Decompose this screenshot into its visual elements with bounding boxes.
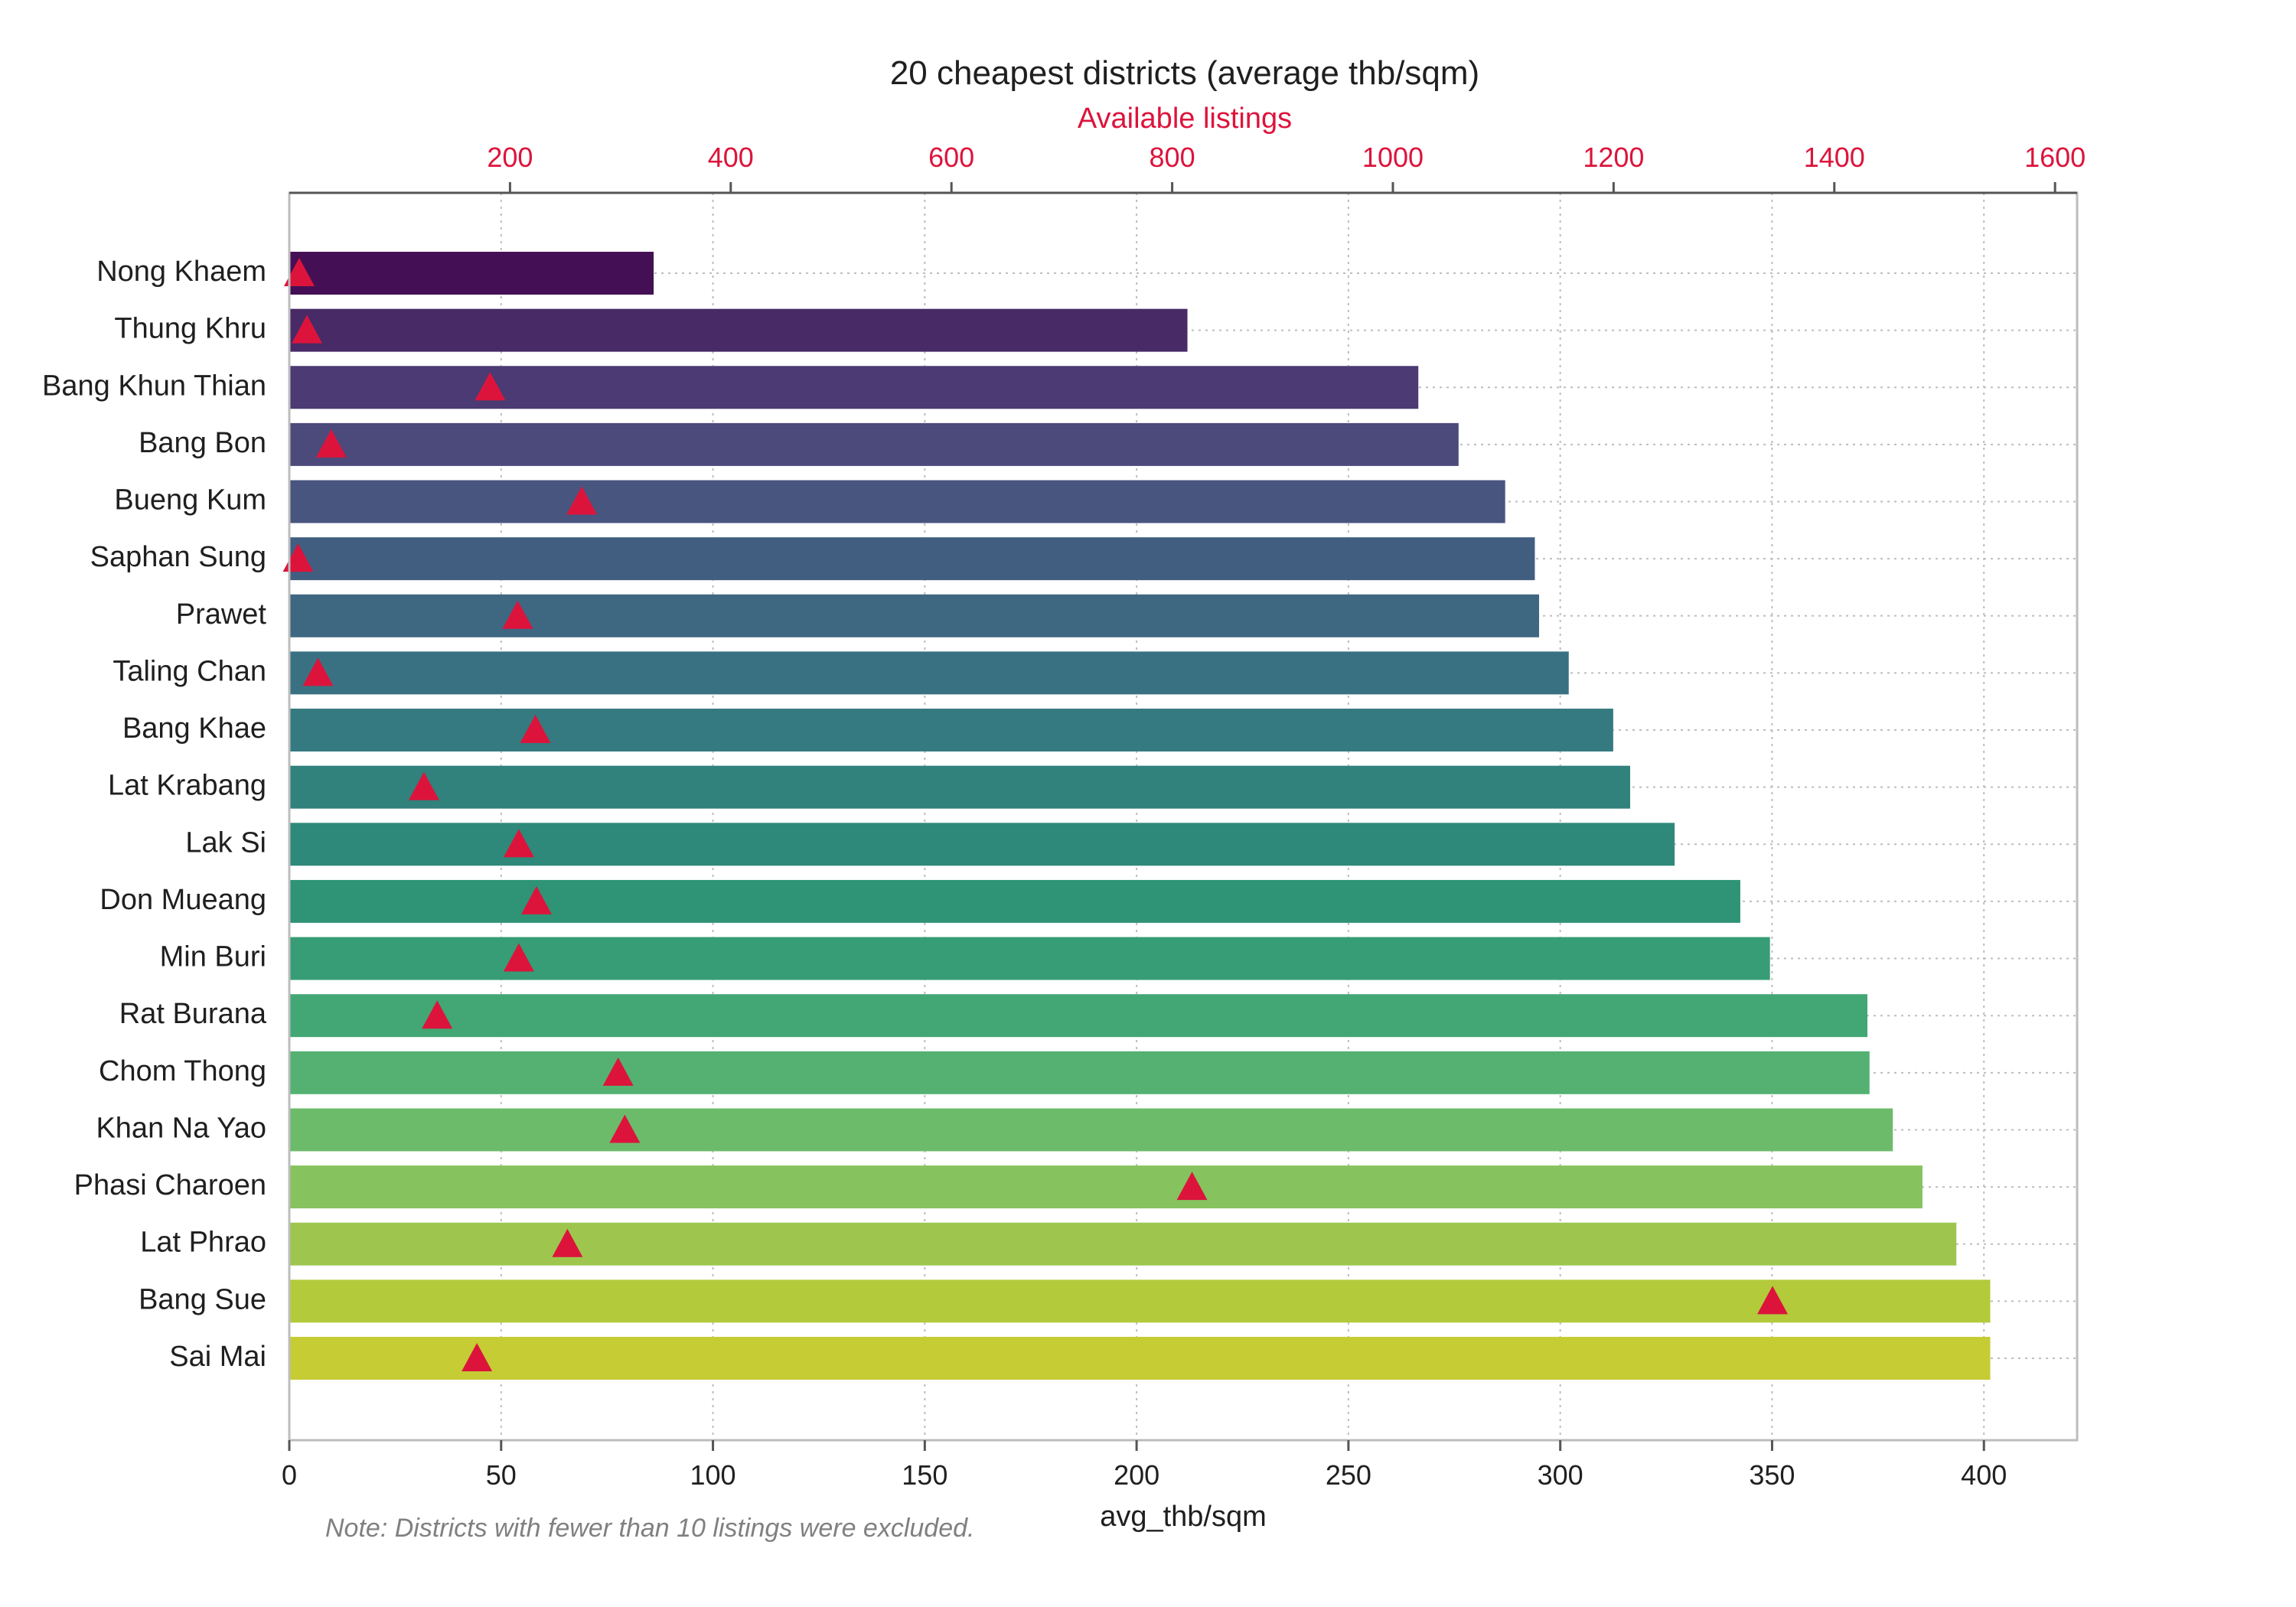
category-label: Thung Khru [114,313,266,345]
category-label: Khan Na Yao [96,1112,266,1144]
listing-marker [475,372,506,401]
bar [289,537,1535,581]
bar [289,366,1419,409]
listing-marker [521,885,553,914]
bar [289,651,1569,695]
category-label: Bang Bon [139,427,266,459]
x2-tick-label: 1200 [1583,142,1644,173]
category-label: Min Buri [160,941,266,973]
chart-title: 20 cheapest districts (average thb/sqm) [890,54,1479,92]
bar [289,1222,1957,1266]
listing-marker [520,715,551,744]
category-label: Lat Krabang [108,770,266,802]
category-label: Sai Mai [169,1341,266,1373]
bar [289,1051,1870,1094]
category-labels: Nong Khaem Thung Khru Bang Khun Thian Bang … [42,256,267,1373]
listing-marker [461,1342,493,1371]
listing-marker [292,315,323,344]
category-label: Taling Chan [113,655,266,687]
listing-marker [282,543,314,572]
top-axis-label: Available listings [1078,103,1292,135]
bar [289,879,1740,923]
listing-marker [503,943,534,972]
category-label: Bang Sue [139,1283,266,1315]
category-label: Chom Thong [99,1055,266,1087]
bar [289,937,1770,980]
x-tick-label: 200 [1114,1459,1159,1491]
x2-tick-label: 1600 [2024,142,2086,173]
bottom-axis-ticks: 0 50 100 150 200 250 300 350 400 [282,1440,2007,1491]
category-label: Saphan Sung [90,541,266,573]
x-tick-label: 50 [486,1459,517,1491]
x2-tick-label: 400 [708,142,754,173]
listing-marker [283,258,315,286]
listing-markers [282,258,1789,1371]
listing-marker [552,1228,583,1257]
category-label: Bueng Kum [114,484,266,517]
bar [289,422,1459,466]
listing-marker [609,1114,641,1143]
category-label: Bang Khun Thian [42,370,266,402]
bar [289,1108,1893,1152]
x2-tick-label: 1000 [1362,142,1424,173]
category-label: Nong Khaem [96,256,266,288]
x2-tick-label: 800 [1150,142,1195,173]
category-label: Prawet [176,598,267,631]
category-label: Rat Burana [119,998,267,1030]
x2-tick-label: 1400 [1804,142,1865,173]
listing-marker [602,1057,634,1086]
category-label: Bang Khae [122,712,266,745]
listing-marker [502,600,533,629]
x2-tick-label: 200 [487,142,533,173]
listing-marker [315,429,347,458]
bar [289,252,654,295]
category-label: Lak Si [185,826,266,859]
footnote: Note: Districts with fewer than 10 listi… [325,1514,974,1543]
listing-marker [1757,1286,1789,1315]
bar [289,594,1539,637]
bar [289,765,1630,809]
listing-marker [422,1000,453,1029]
listing-marker [1176,1172,1208,1201]
bar [289,480,1505,523]
top-axis-ticks: 200 400 600 800 1000 1200 1400 1600 [289,142,2086,194]
bar [289,823,1675,866]
x-tick-label: 250 [1326,1459,1371,1491]
bar [289,994,1867,1038]
x-tick-label: 350 [1749,1459,1795,1491]
x2-tick-label: 600 [928,142,974,173]
bar [289,308,1188,352]
x-axis-label: avg_thb/sqm [1100,1501,1267,1533]
bar [289,1279,1991,1323]
listing-marker [302,657,334,686]
x-tick-label: 300 [1538,1459,1583,1491]
category-label: Phasi Charoen [74,1169,266,1201]
category-label: Don Mueang [99,884,266,916]
x-tick-label: 100 [690,1459,736,1491]
bar [289,1336,1991,1380]
x-tick-label: 400 [1961,1459,2007,1491]
bar [289,709,1613,752]
x-tick-label: 0 [282,1459,297,1491]
category-label: Lat Phrao [140,1227,266,1259]
bar [289,1165,1923,1209]
listing-marker [408,771,439,800]
listing-marker [503,829,534,858]
listing-marker [566,486,598,515]
x-tick-label: 150 [902,1459,947,1491]
bar-series [289,252,1991,1380]
